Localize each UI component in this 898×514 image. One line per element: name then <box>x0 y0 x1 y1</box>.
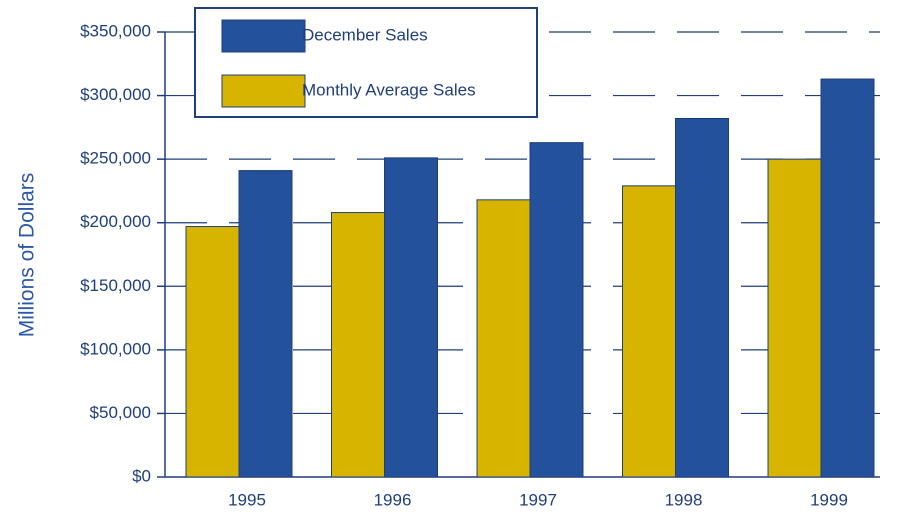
bar <box>238 170 293 478</box>
legend-swatch <box>221 19 306 53</box>
y-tick-label: $200,000 <box>80 212 151 231</box>
y-tick-label: $0 <box>132 466 151 485</box>
legend-label: Monthly Average Sales <box>302 80 476 99</box>
bar <box>384 157 438 478</box>
y-tick-label: $250,000 <box>80 149 151 168</box>
bar <box>529 142 584 478</box>
y-tick-label: $300,000 <box>80 85 151 104</box>
x-tick-label: 1995 <box>228 490 266 509</box>
bar <box>476 199 531 478</box>
x-tick-label: 1996 <box>374 490 412 509</box>
x-tick-label: 1998 <box>665 490 703 509</box>
y-tick-label: $350,000 <box>80 21 151 40</box>
bar <box>185 226 240 478</box>
y-tick-label: $100,000 <box>80 339 151 358</box>
bar <box>820 78 875 478</box>
legend-swatch <box>221 74 306 108</box>
bar <box>767 158 822 478</box>
x-tick-label: 1997 <box>519 490 557 509</box>
bar <box>622 185 676 478</box>
y-axis-label: Millions of Dollars <box>16 173 39 338</box>
legend-label: December Sales <box>302 25 428 44</box>
y-tick-label: $50,000 <box>90 403 151 422</box>
bar <box>331 212 385 478</box>
bar <box>675 117 729 478</box>
y-tick-label: $150,000 <box>80 276 151 295</box>
x-tick-label: 1999 <box>810 490 848 509</box>
